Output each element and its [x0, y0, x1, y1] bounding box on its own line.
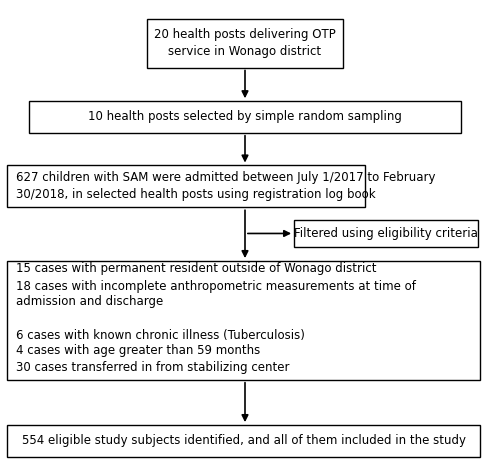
Text: Filtered using eligibility criteria: Filtered using eligibility criteria [294, 227, 478, 240]
FancyBboxPatch shape [147, 19, 343, 68]
Text: 627 children with SAM were admitted between July 1/2017 to February
30/2018, in : 627 children with SAM were admitted betw… [16, 171, 436, 201]
FancyBboxPatch shape [29, 101, 461, 133]
Text: 15 cases with permanent resident outside of Wonago district: 15 cases with permanent resident outside… [16, 262, 377, 275]
FancyBboxPatch shape [7, 261, 480, 380]
Text: 18 cases with incomplete anthropometric measurements at time of
admission and di: 18 cases with incomplete anthropometric … [16, 280, 416, 308]
FancyBboxPatch shape [7, 425, 480, 457]
Text: 6 cases with known chronic illness (Tuberculosis): 6 cases with known chronic illness (Tube… [16, 329, 305, 342]
Text: 20 health posts delivering OTP
service in Wonago district: 20 health posts delivering OTP service i… [154, 28, 336, 58]
Text: 10 health posts selected by simple random sampling: 10 health posts selected by simple rando… [88, 110, 402, 123]
FancyBboxPatch shape [294, 220, 478, 247]
Text: 30 cases transferred in from stabilizing center: 30 cases transferred in from stabilizing… [16, 361, 290, 374]
Text: 4 cases with age greater than 59 months: 4 cases with age greater than 59 months [16, 344, 260, 357]
FancyBboxPatch shape [7, 165, 365, 207]
Text: 554 eligible study subjects identified, and all of them included in the study: 554 eligible study subjects identified, … [22, 434, 466, 447]
